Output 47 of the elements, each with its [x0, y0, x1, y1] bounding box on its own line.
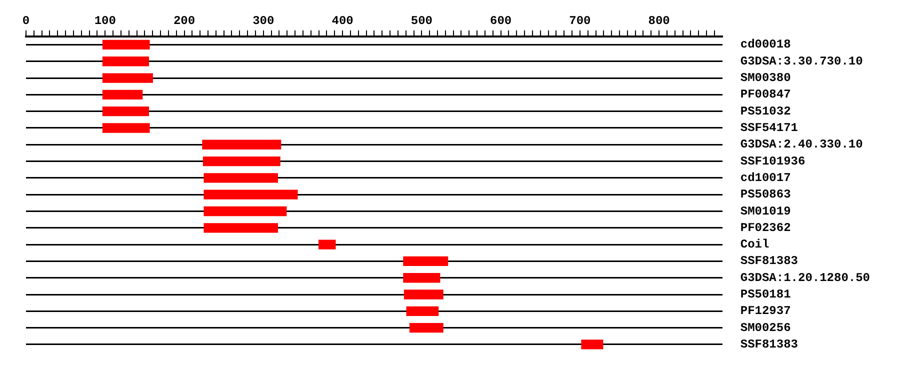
x-tick-label: 700	[569, 14, 591, 28]
x-tick-label: 0	[22, 14, 30, 28]
y-tick-label: cd00018	[740, 38, 791, 52]
x-tick-label: 800	[648, 14, 670, 28]
bar	[202, 140, 282, 150]
x-tick-label: 600	[490, 14, 512, 28]
bar	[581, 340, 604, 350]
bar	[204, 173, 278, 183]
bar	[318, 240, 336, 250]
y-tick-label: G3DSA:3.30.730.10	[740, 54, 863, 68]
y-tick-label: G3DSA:2.40.330.10	[740, 138, 863, 152]
x-tick-label: 200	[173, 14, 196, 28]
y-tick-label: G3DSA:1.20.1280.50	[740, 270, 870, 285]
y-tick-label: SSF81383	[740, 337, 798, 352]
y-tick-label: SM01019	[740, 204, 791, 218]
y-tick-label: PF12937	[740, 304, 791, 318]
y-tick-label: PF02362	[740, 220, 791, 235]
y-tick-label: cd10017	[740, 170, 791, 185]
bar	[404, 290, 444, 300]
bar	[204, 190, 298, 200]
bar	[204, 206, 287, 216]
x-tick-label: 400	[332, 14, 354, 28]
bar	[102, 123, 150, 133]
bar	[403, 273, 440, 283]
bar	[403, 256, 448, 266]
y-tick-label: PS51032	[740, 104, 791, 118]
bar	[102, 56, 149, 66]
bar	[102, 106, 149, 116]
bar	[102, 90, 143, 100]
y-tick-label: SSF101936	[740, 154, 806, 168]
x-tick-label: 300	[252, 14, 274, 28]
bar	[102, 40, 150, 50]
y-tick-label: SM00256	[740, 320, 791, 335]
bar	[202, 156, 280, 166]
y-tick-label: SSF81383	[740, 254, 798, 268]
bar	[409, 322, 444, 333]
x-tick-label: 500	[410, 14, 432, 28]
y-tick-label: SM00380	[740, 71, 791, 86]
bar	[204, 223, 278, 233]
y-tick-label: SSF54171	[740, 121, 798, 136]
y-tick-label: PF00847	[740, 88, 791, 102]
y-tick-label: PS50181	[740, 288, 791, 302]
y-tick-label: PS50863	[740, 188, 791, 202]
bar	[406, 306, 439, 316]
x-tick-label: 100	[94, 14, 116, 28]
y-tick-label: Coil	[740, 238, 770, 252]
bar	[102, 73, 153, 83]
